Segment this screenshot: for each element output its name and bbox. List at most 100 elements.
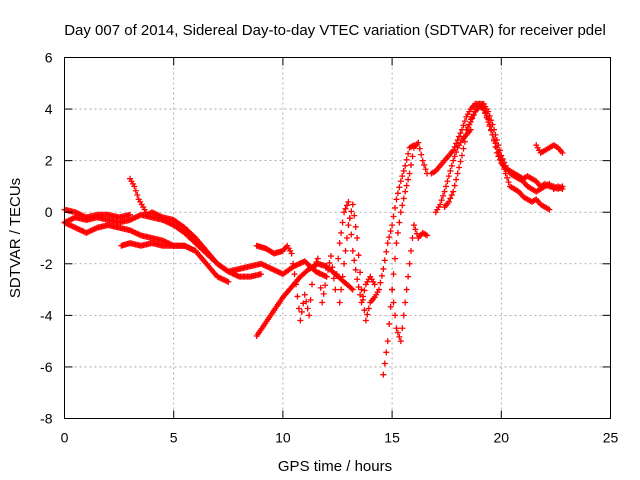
data-point xyxy=(412,226,419,233)
plot-frame xyxy=(64,57,611,419)
data-point xyxy=(453,176,460,183)
data-point xyxy=(325,266,332,273)
data-point xyxy=(383,248,390,255)
data-point xyxy=(338,229,345,236)
data-point xyxy=(498,152,505,159)
data-point xyxy=(290,260,297,267)
data-point xyxy=(456,164,463,171)
data-point xyxy=(422,166,429,173)
data-point xyxy=(332,286,339,293)
data-point xyxy=(460,145,467,152)
data-point xyxy=(295,305,302,312)
data-point xyxy=(341,209,348,216)
data-point xyxy=(437,201,444,208)
data-point xyxy=(408,161,415,168)
data-point xyxy=(416,145,423,152)
data-point xyxy=(450,157,457,164)
series-track-d xyxy=(118,240,199,254)
data-point xyxy=(438,197,445,204)
data-point xyxy=(348,285,355,292)
data-point xyxy=(409,235,416,241)
data-point xyxy=(343,202,350,209)
data-point xyxy=(493,137,500,144)
data-point xyxy=(336,299,343,306)
data-point xyxy=(380,371,387,378)
data-point xyxy=(377,279,384,286)
data-point xyxy=(338,286,345,293)
data-point xyxy=(192,247,199,254)
data-point xyxy=(342,205,349,212)
data-point xyxy=(397,178,404,185)
data-point xyxy=(488,117,495,124)
data-point xyxy=(467,126,474,133)
data-point xyxy=(445,198,452,205)
data-point xyxy=(397,338,404,345)
data-point xyxy=(386,234,393,241)
data-point xyxy=(457,130,464,137)
data-point xyxy=(451,153,458,160)
data-point xyxy=(390,271,397,278)
data-point xyxy=(127,211,134,218)
data-point xyxy=(469,115,476,122)
data-point xyxy=(294,293,301,300)
data-point xyxy=(352,266,359,273)
data-point xyxy=(307,296,314,303)
series-track-n xyxy=(533,142,566,156)
data-point xyxy=(394,329,401,336)
data-points xyxy=(61,100,566,378)
data-point xyxy=(390,213,397,220)
data-point xyxy=(343,235,350,241)
x-tick-label: 5 xyxy=(170,430,178,446)
data-point xyxy=(345,198,352,205)
data-point xyxy=(402,188,409,195)
data-point xyxy=(392,312,399,319)
data-point xyxy=(448,192,455,199)
data-point xyxy=(375,286,382,293)
data-point xyxy=(396,333,403,340)
data-point xyxy=(349,247,356,254)
data-point xyxy=(313,259,320,266)
data-point xyxy=(348,231,355,238)
data-point xyxy=(381,360,388,367)
data-point xyxy=(304,305,311,312)
data-point xyxy=(392,204,399,211)
data-point xyxy=(486,112,493,119)
data-point xyxy=(316,270,323,277)
y-tick-label: 6 xyxy=(45,50,53,66)
data-point xyxy=(495,142,502,149)
data-point xyxy=(319,299,326,306)
data-point xyxy=(349,201,356,208)
data-point xyxy=(451,182,458,189)
y-tick-label: -2 xyxy=(40,256,53,272)
data-point xyxy=(400,312,407,319)
data-point xyxy=(400,167,407,174)
data-point xyxy=(349,286,356,293)
data-point xyxy=(134,192,141,199)
data-point xyxy=(442,183,449,190)
y-tick-label: 0 xyxy=(45,204,53,220)
data-point xyxy=(357,269,364,276)
data-point xyxy=(322,282,329,289)
data-point xyxy=(293,281,300,288)
data-point xyxy=(339,219,346,226)
data-point xyxy=(298,308,305,315)
y-tick-label: -4 xyxy=(40,307,53,323)
data-point xyxy=(362,317,369,324)
data-point xyxy=(453,149,460,156)
data-point xyxy=(365,305,372,312)
data-point xyxy=(397,209,404,216)
data-point xyxy=(341,260,348,267)
data-point xyxy=(405,150,412,157)
data-point xyxy=(387,303,394,310)
data-point xyxy=(345,222,352,229)
data-point xyxy=(499,155,506,162)
data-point xyxy=(491,126,498,133)
data-point xyxy=(405,273,412,280)
data-point xyxy=(451,143,458,150)
data-point xyxy=(392,255,399,262)
data-point xyxy=(406,260,413,267)
data-point xyxy=(317,284,324,291)
data-point xyxy=(450,188,457,195)
data-point xyxy=(447,195,454,202)
